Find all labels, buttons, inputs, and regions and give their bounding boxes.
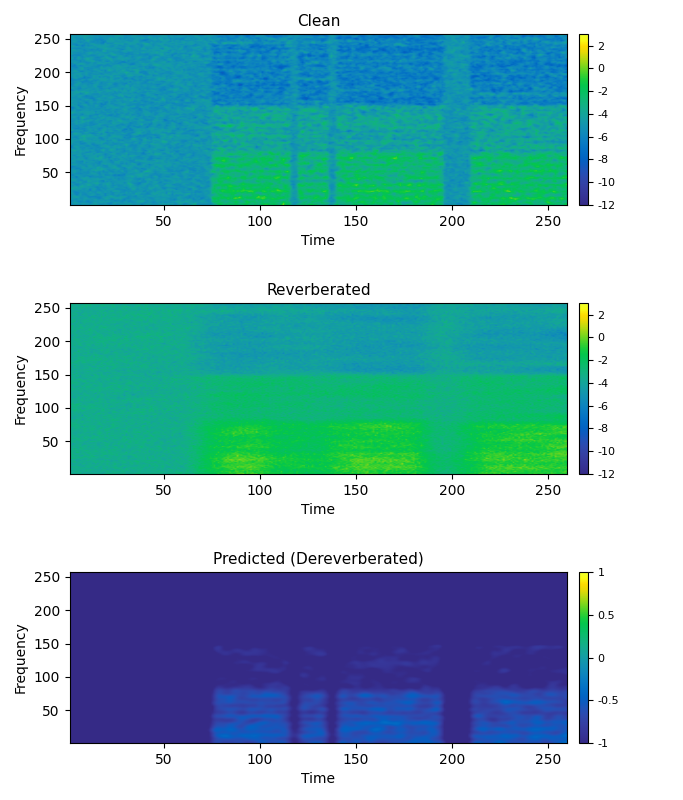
Y-axis label: Frequency: Frequency xyxy=(14,353,28,425)
Y-axis label: Frequency: Frequency xyxy=(14,622,28,694)
Y-axis label: Frequency: Frequency xyxy=(14,84,28,155)
X-axis label: Time: Time xyxy=(301,503,335,517)
Title: Predicted (Dereverberated): Predicted (Dereverberated) xyxy=(213,552,423,567)
X-axis label: Time: Time xyxy=(301,772,335,786)
Title: Reverberated: Reverberated xyxy=(266,283,371,298)
X-axis label: Time: Time xyxy=(301,234,335,248)
Title: Clean: Clean xyxy=(296,14,340,29)
